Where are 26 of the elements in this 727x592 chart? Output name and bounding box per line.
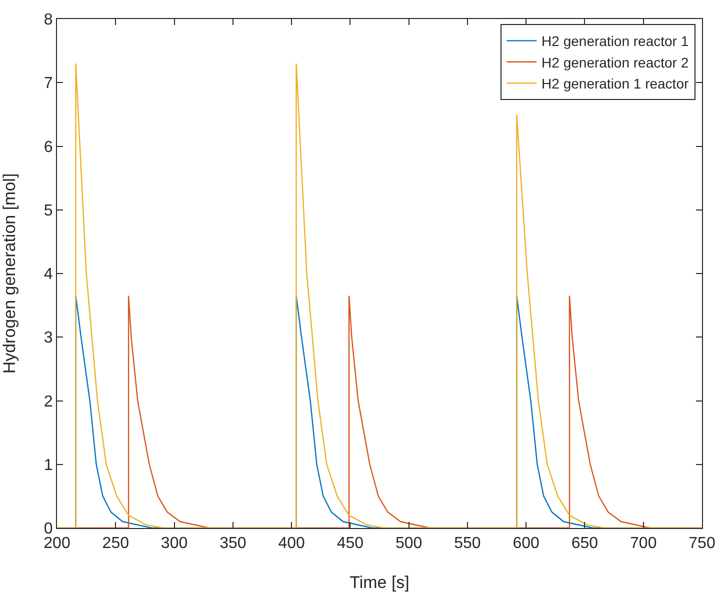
x-tick-label: 750 (688, 535, 716, 552)
legend-label: H2 generation reactor 1 (542, 33, 689, 50)
y-tick-label: 1 (44, 456, 53, 474)
y-tick-label: 0 (44, 520, 53, 538)
y-tick-label: 6 (44, 138, 53, 156)
y-axis-title: Hydrogen generation [mol] (0, 173, 19, 374)
x-tick-label: 500 (395, 535, 422, 552)
x-tick-label: 600 (512, 535, 540, 552)
y-tick-label: 8 (44, 12, 53, 29)
x-axis-title: Time [s] (350, 573, 410, 592)
x-tick-label: 200 (44, 535, 70, 552)
x-tick-label: 700 (630, 535, 657, 552)
x-tick-label: 450 (336, 535, 364, 552)
y-tick-label: 4 (44, 266, 53, 284)
x-tick-label: 650 (571, 535, 598, 552)
y-tick-label: 7 (44, 75, 53, 92)
x-tick-label: 350 (220, 535, 246, 552)
y-tick-label: 2 (44, 393, 53, 410)
y-tick-label: 5 (44, 202, 53, 220)
legend-label: H2 generation 1 reactor (542, 76, 689, 92)
legend-label: H2 generation reactor 2 (542, 54, 689, 70)
x-tick-label: 400 (278, 535, 305, 552)
x-tick-label: 550 (454, 535, 481, 552)
x-tick-label: 300 (160, 535, 188, 552)
x-tick-label: 250 (102, 535, 130, 552)
y-tick-label: 3 (44, 330, 53, 347)
